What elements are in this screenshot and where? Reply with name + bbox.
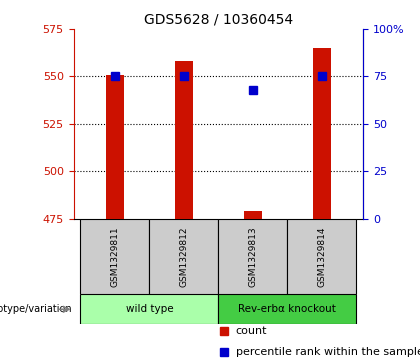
Bar (244, 211, 262, 219)
Bar (287, 219, 357, 294)
Bar (218, 219, 287, 294)
Text: GSM1329812: GSM1329812 (179, 226, 189, 287)
Title: GDS5628 / 10360454: GDS5628 / 10360454 (144, 12, 293, 26)
Bar (80, 219, 150, 294)
Text: GSM1329814: GSM1329814 (318, 226, 326, 287)
Bar (106, 74, 123, 219)
Text: GSM1329813: GSM1329813 (248, 226, 257, 287)
Bar (175, 61, 192, 219)
Text: count: count (236, 326, 267, 336)
Bar (218, 294, 357, 324)
Bar (150, 219, 218, 294)
Text: genotype/variation: genotype/variation (0, 304, 72, 314)
Text: GSM1329811: GSM1329811 (110, 226, 119, 287)
Text: percentile rank within the sample: percentile rank within the sample (236, 347, 420, 357)
Bar (80, 294, 218, 324)
Text: wild type: wild type (126, 304, 173, 314)
Bar (313, 48, 331, 219)
Text: Rev-erbα knockout: Rev-erbα knockout (239, 304, 336, 314)
